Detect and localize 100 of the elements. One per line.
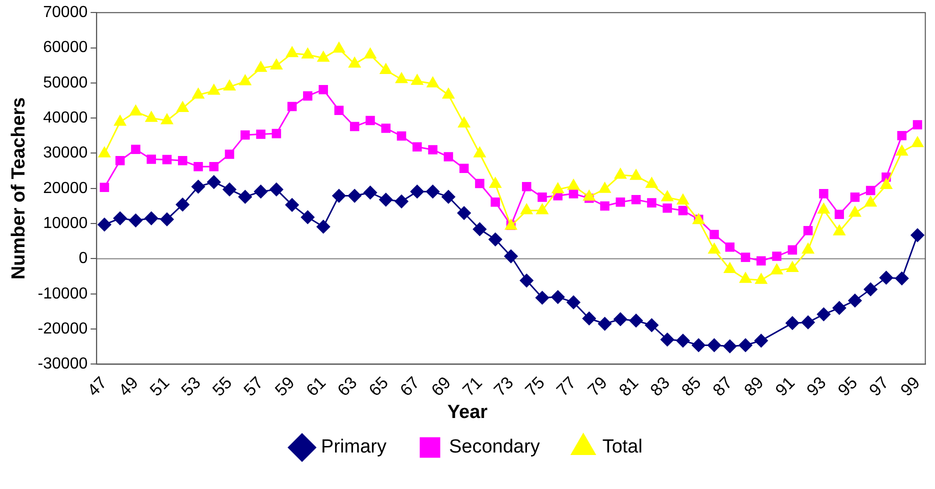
point: [850, 192, 860, 202]
point: [490, 197, 500, 207]
point: [629, 314, 643, 328]
x-axis-title: Year: [446, 402, 489, 424]
point: [536, 204, 548, 214]
point: [412, 142, 422, 152]
point: [833, 224, 846, 236]
point: [194, 162, 203, 172]
point: [880, 178, 892, 189]
point: [864, 282, 878, 296]
point: [254, 61, 267, 72]
point: [788, 245, 798, 255]
x-tick-label: 87: [709, 373, 736, 400]
point: [113, 212, 127, 226]
point: [598, 182, 611, 193]
point: [317, 51, 330, 62]
point: [208, 84, 220, 95]
x-tick-label: 85: [678, 373, 705, 400]
point: [803, 226, 813, 236]
point: [286, 46, 298, 58]
point: [160, 212, 174, 226]
point: [770, 264, 783, 274]
point: [475, 178, 484, 188]
point: [754, 334, 768, 348]
y-tick-label: 50000: [43, 74, 88, 92]
point: [98, 146, 110, 158]
point: [474, 146, 486, 158]
point: [254, 184, 268, 198]
point: [410, 184, 424, 198]
point: [896, 145, 908, 156]
point: [176, 101, 189, 112]
y-tick-label: -30000: [38, 356, 88, 373]
point: [348, 57, 361, 68]
point: [772, 252, 782, 261]
point: [756, 256, 766, 266]
point: [178, 156, 188, 166]
point: [332, 189, 346, 203]
point: [379, 192, 393, 206]
point: [816, 308, 830, 322]
x-tick-label: 55: [208, 373, 236, 400]
point: [646, 177, 658, 188]
point: [600, 201, 610, 211]
point: [239, 74, 252, 86]
point: [300, 210, 314, 224]
point: [224, 150, 234, 159]
point: [538, 192, 547, 202]
y-tick-label: 20000: [43, 180, 88, 197]
point: [457, 206, 471, 220]
point: [144, 212, 158, 226]
point: [128, 214, 142, 228]
y-tick-label: -10000: [38, 285, 88, 302]
point: [614, 312, 628, 326]
point: [786, 316, 800, 330]
point: [692, 338, 706, 352]
point: [303, 91, 312, 101]
x-tick-label: 99: [896, 373, 924, 400]
point: [396, 131, 406, 141]
point: [614, 168, 626, 179]
point: [411, 74, 424, 85]
x-tick-label: 71: [459, 373, 486, 400]
point: [192, 180, 206, 194]
x-tick-label: 79: [584, 373, 611, 400]
point: [568, 179, 580, 190]
point: [832, 301, 846, 315]
x-tick-label: 83: [646, 373, 674, 400]
x-tick-label: 77: [552, 373, 580, 400]
point: [631, 195, 641, 204]
point: [272, 128, 282, 138]
point: [472, 222, 486, 236]
point: [582, 312, 596, 326]
point: [489, 177, 502, 188]
point: [442, 190, 456, 204]
point: [426, 76, 439, 88]
point: [115, 156, 125, 166]
point: [897, 131, 907, 140]
point: [444, 152, 454, 162]
x-tick-label: 97: [866, 373, 892, 400]
point: [100, 182, 110, 192]
point: [98, 218, 112, 232]
point: [458, 116, 470, 128]
point: [708, 243, 720, 254]
x-tick-label: 93: [803, 373, 830, 400]
point: [222, 182, 236, 196]
point: [583, 190, 596, 201]
x-tick-label: 53: [178, 373, 204, 400]
x-tick-label: 49: [115, 373, 142, 400]
x-tick-label: 89: [740, 373, 768, 400]
point: [459, 164, 469, 173]
point: [364, 186, 377, 200]
point: [426, 184, 440, 198]
point: [848, 294, 862, 308]
point: [912, 120, 922, 130]
point: [660, 332, 674, 346]
x-tick-label: 47: [84, 373, 111, 400]
x-tick-label: 73: [490, 373, 518, 400]
y-tick-label: -20000: [38, 320, 88, 338]
point: [488, 232, 502, 246]
point: [145, 111, 158, 122]
point: [910, 228, 924, 242]
point: [895, 272, 909, 286]
